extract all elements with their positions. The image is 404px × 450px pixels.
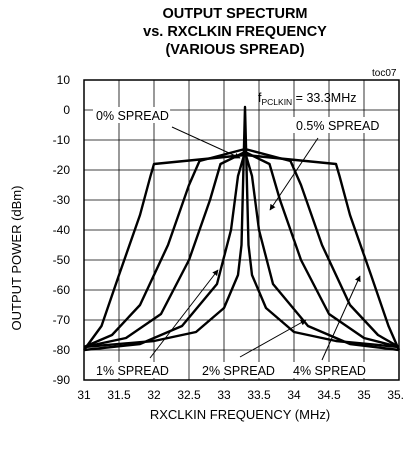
x-tick-label: 33 [217,388,231,402]
annotation-label-1-percent-spread: 1% SPREAD [96,364,169,378]
chart-title-line-3: (VARIOUS SPREAD) [165,42,305,58]
annotation-arrow-0-percent-spread [171,126,241,159]
annotation-label-0-5-percent-spread: 0.5% SPREAD [296,119,379,133]
y-tick-label: -40 [53,223,71,237]
y-axis-label: OUTPUT POWER (dBm) [9,186,24,331]
annotation-label-background [93,107,171,123]
annotation-arrow-2-percent-spread [239,319,307,358]
frequency-label: fPCLKIN = 33.3MHz [258,91,356,107]
y-tick-label: 0 [63,103,70,117]
annotation-label-background [293,117,386,133]
corner-tag: toc07 [372,68,397,79]
y-tick-label: -90 [53,373,71,387]
series-4-percent-spread-line [83,153,401,351]
frequency-label-prefix: f [258,91,262,105]
x-tick-label: 32 [147,388,161,402]
y-tick-label: -70 [53,313,71,327]
annotation-label-background [93,362,171,378]
spread-annotations: 0% SPREAD 0.5% SPREAD 1% SPREAD 2% SPREAD 4%… [93,107,386,378]
y-tick-label: -20 [53,163,71,177]
x-tick-label: 32.5 [177,388,201,402]
chart-title-line-1: OUTPUT SPECTURM [162,6,308,22]
x-tick-label: 35 [357,388,371,402]
y-tick-label: -80 [53,343,71,357]
y-tick-label: 10 [57,73,71,87]
series-lines [83,105,401,352]
x-tick-label: 34.5 [317,388,341,402]
annotation-label-0-percent-spread: 0% SPREAD [96,109,169,123]
y-tick-label: -30 [53,193,71,207]
annotation-label-2-percent-spread: 2% SPREAD [202,364,275,378]
y-tick-label: -60 [53,283,71,297]
chart-title-line-2: vs. RXCLKIN FREQUENCY [143,24,327,40]
frequency-label-value: = 33.3MHz [292,91,356,105]
series-0-percent-spread-line [83,105,400,349]
x-axis-label: RXCLKIN FREQUENCY (MHz) [150,407,330,422]
y-tick-label: -50 [53,253,71,267]
x-tick-label: 33.5 [247,388,271,402]
annotation-label-background [290,362,368,378]
x-tick-label: 35.5 [387,388,404,402]
plot-frame [83,79,400,381]
annotation-arrow-0-5-percent-spread [269,137,319,211]
x-tick-label: 34 [287,388,301,402]
series-2-percent-spread-line [83,147,400,349]
annotation-label-4-percent-spread: 4% SPREAD [293,364,366,378]
series-1-percent-spread-line [83,150,400,349]
annotation-label-background [199,362,277,378]
frequency-label-subscript: PCLKIN [261,97,292,107]
tick-labels: 31 31.5 32 32.5 33 33.5 34 34.5 35 35.5 10 0 -10 -20 -… [53,73,404,402]
x-tick-label: 31.5 [107,388,131,402]
y-tick-label: -10 [53,133,71,147]
annotation-arrow-4-percent-spread [321,275,361,361]
x-tick-label: 31 [77,388,91,402]
annotation-arrow-1-percent-spread [149,269,219,359]
